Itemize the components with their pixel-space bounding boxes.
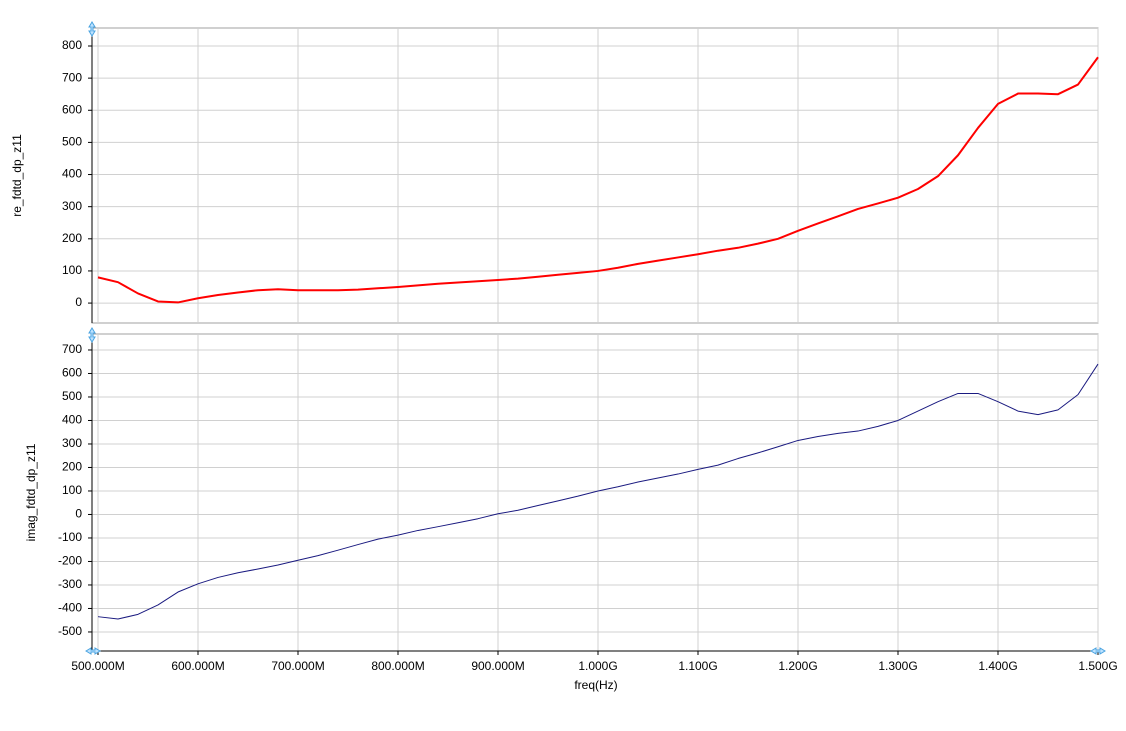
- y-tick-label: 100: [62, 263, 82, 277]
- x-tick-label: 1.100G: [678, 659, 717, 673]
- y-tick-label: -500: [58, 624, 82, 638]
- plot-frame: [91, 27, 1099, 324]
- x-tick-label: 600.000M: [171, 659, 224, 673]
- x-tick-label: 700.000M: [271, 659, 324, 673]
- x-tick-label: 800.000M: [371, 659, 424, 673]
- x-axis-label: freq(Hz): [574, 678, 617, 692]
- x-tick-label: 1.300G: [878, 659, 917, 673]
- axis-handle: [88, 21, 96, 37]
- x-tick-label: 500.000M: [71, 659, 124, 673]
- x-tick-label: 900.000M: [471, 659, 524, 673]
- y-tick-label: 700: [62, 70, 82, 84]
- x-tick-label: 1.400G: [978, 659, 1017, 673]
- axis-handle: [85, 647, 101, 655]
- y-tick-label: -200: [58, 554, 82, 568]
- y-tick-label: 100: [62, 483, 82, 497]
- y-axis-label: re_fdtd_dp_z11: [10, 134, 24, 217]
- y-tick-label: -300: [58, 577, 82, 591]
- y-tick-label: 200: [62, 460, 82, 474]
- plot-frame: [91, 333, 1099, 652]
- y-tick-label: 0: [75, 295, 82, 309]
- axis-handle: [88, 327, 96, 343]
- y-tick-label: -100: [58, 530, 82, 544]
- x-tick-label: 1.000G: [578, 659, 617, 673]
- axis-handle: [1090, 647, 1106, 655]
- x-tick-label: 1.200G: [778, 659, 817, 673]
- y-tick-label: 200: [62, 231, 82, 245]
- y-tick-label: -400: [58, 601, 82, 615]
- data-line: [97, 363, 1099, 620]
- y-tick-label: 800: [62, 38, 82, 52]
- y-tick-label: 700: [62, 342, 82, 356]
- y-tick-label: 300: [62, 436, 82, 450]
- y-tick-label: 500: [62, 135, 82, 149]
- data-line: [97, 56, 1099, 304]
- y-tick-label: 0: [75, 507, 82, 521]
- y-tick-label: 400: [62, 413, 82, 427]
- y-tick-label: 600: [62, 102, 82, 116]
- y-tick-label: 300: [62, 199, 82, 213]
- x-tick-label: 1.500G: [1078, 659, 1117, 673]
- y-tick-label: 600: [62, 366, 82, 380]
- y-tick-label: 500: [62, 389, 82, 403]
- y-tick-label: 400: [62, 167, 82, 181]
- y-axis-label: imag_fdtd_dp_z11: [24, 443, 38, 541]
